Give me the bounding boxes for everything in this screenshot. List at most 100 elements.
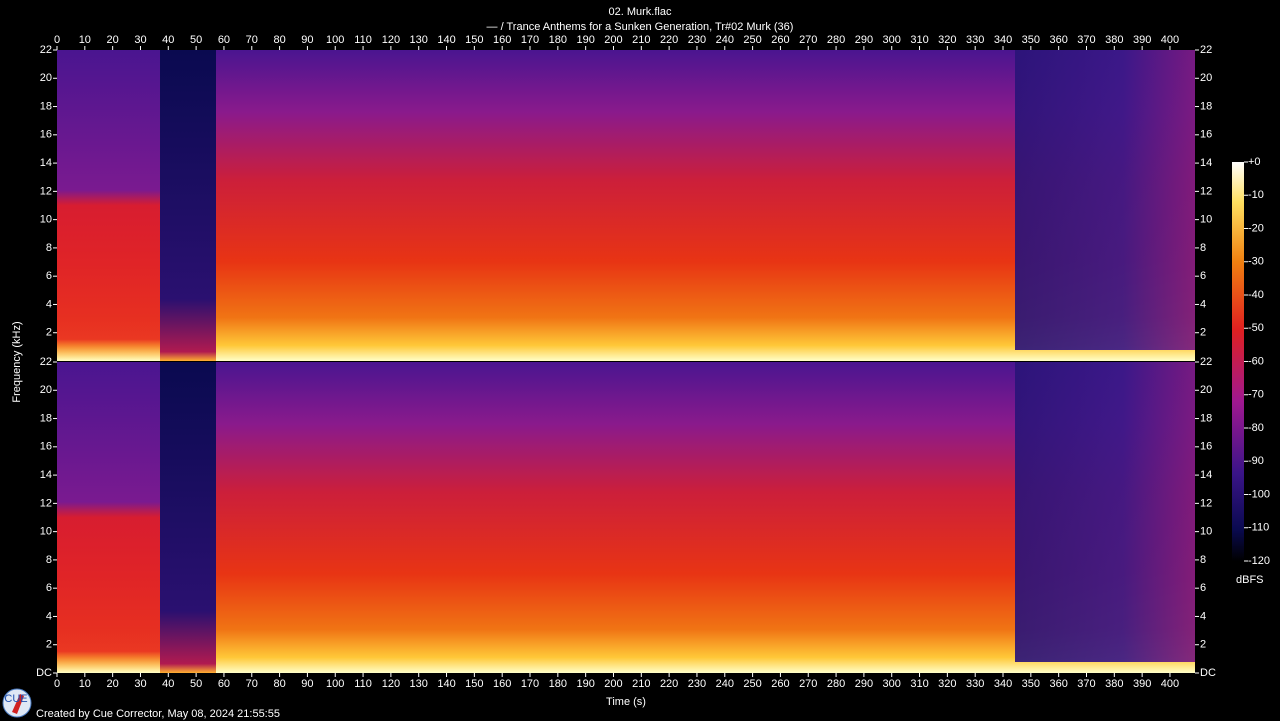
x-tick-label-bottom: 370 xyxy=(1077,678,1095,690)
colorbar xyxy=(1232,162,1244,561)
colorbar-tick-label: -70 xyxy=(1248,389,1264,401)
x-tick-label-top: 400 xyxy=(1161,34,1179,46)
logo-text: CUE xyxy=(4,693,27,705)
x-tick-label-bottom: 140 xyxy=(437,678,455,690)
y-tick-label-left: 16 xyxy=(40,129,52,141)
x-tick-label-top: 380 xyxy=(1105,34,1123,46)
x-tick-label-bottom: 40 xyxy=(162,678,174,690)
chart-title: 02. Murk.flac xyxy=(609,6,672,18)
x-tick-label-top: 40 xyxy=(162,34,174,46)
y-tick-label-right: 6 xyxy=(1200,582,1206,594)
y-tick-label-left: 18 xyxy=(40,412,52,424)
x-tick-label-bottom: 0 xyxy=(54,678,60,690)
x-tick-label-top: 10 xyxy=(79,34,91,46)
y-tick-label-left: 20 xyxy=(40,384,52,396)
y-tick-label-left: 2 xyxy=(46,327,52,339)
x-tick-label-top: 260 xyxy=(771,34,789,46)
y-tick-label-left: 4 xyxy=(46,298,52,310)
x-tick-label-top: 310 xyxy=(910,34,928,46)
x-tick-label-top: 120 xyxy=(382,34,400,46)
y-tick-label-right: 12 xyxy=(1200,497,1212,509)
footer: Created by Cue Corrector, May 08, 2024 2… xyxy=(36,708,280,720)
colorbar-tick-label: -10 xyxy=(1248,189,1264,201)
y-tick-label-right: 4 xyxy=(1200,298,1206,310)
x-tick-label-bottom: 360 xyxy=(1049,678,1067,690)
x-tick-label-top: 350 xyxy=(1022,34,1040,46)
x-tick-label-top: 300 xyxy=(883,34,901,46)
x-tick-label-top: 180 xyxy=(549,34,567,46)
x-tick-label-bottom: 190 xyxy=(576,678,594,690)
y-tick-label-right: 14 xyxy=(1200,469,1212,481)
x-tick-label-top: 150 xyxy=(465,34,483,46)
x-tick-label-bottom: 70 xyxy=(246,678,258,690)
x-tick-label-top: 220 xyxy=(660,34,678,46)
x-tick-label-top: 290 xyxy=(855,34,873,46)
x-tick-label-bottom: 260 xyxy=(771,678,789,690)
y-tick-label-left: 8 xyxy=(46,554,52,566)
x-tick-label-top: 320 xyxy=(938,34,956,46)
chart-subtitle: — / Trance Anthems for a Sunken Generati… xyxy=(487,21,794,33)
y-tick-label-left: 4 xyxy=(46,610,52,622)
y-tick-label-left: 20 xyxy=(40,72,52,84)
x-tick-label-top: 340 xyxy=(994,34,1012,46)
x-tick-label-bottom: 300 xyxy=(883,678,901,690)
x-tick-label-top: 200 xyxy=(604,34,622,46)
y-tick-label-left: 16 xyxy=(40,441,52,453)
x-tick-label-top: 30 xyxy=(134,34,146,46)
x-tick-label-bottom: 310 xyxy=(910,678,928,690)
x-tick-label-top: 210 xyxy=(632,34,650,46)
y-tick-label-left: 6 xyxy=(46,582,52,594)
x-tick-label-top: 240 xyxy=(716,34,734,46)
x-tick-label-bottom: 220 xyxy=(660,678,678,690)
colorbar-tick-label: -120 xyxy=(1248,555,1270,567)
x-tick-label-top: 190 xyxy=(576,34,594,46)
y-tick-label-right: 18 xyxy=(1200,100,1212,112)
y-tick-label-left: 22 xyxy=(40,44,52,56)
y-tick-label-right: 4 xyxy=(1200,610,1206,622)
x-tick-label-bottom: 240 xyxy=(716,678,734,690)
y-tick-label-right: 16 xyxy=(1200,441,1212,453)
colorbar-tick-label: -110 xyxy=(1248,522,1269,534)
x-tick-label-top: 70 xyxy=(246,34,258,46)
colorbar-tick-label: -30 xyxy=(1248,256,1264,268)
y-tick-label-left: 10 xyxy=(40,214,52,226)
x-tick-label-bottom: 30 xyxy=(134,678,146,690)
x-tick-label-top: 330 xyxy=(966,34,984,46)
x-tick-label-bottom: 150 xyxy=(465,678,483,690)
colorbar-tick-label: -50 xyxy=(1248,322,1264,334)
y-tick-label-right: 12 xyxy=(1200,185,1212,197)
colorbar-tick-label: +0 xyxy=(1248,156,1261,168)
colorbar-tick-label: -80 xyxy=(1248,422,1264,434)
x-tick-label-top: 0 xyxy=(54,34,60,46)
x-tick-label-top: 90 xyxy=(301,34,313,46)
y-tick-label-right: 8 xyxy=(1200,242,1206,254)
x-axis-label: Time (s) xyxy=(606,696,646,708)
y-tick-label-right: 10 xyxy=(1200,526,1212,538)
x-tick-label-top: 230 xyxy=(688,34,706,46)
x-tick-label-top: 170 xyxy=(521,34,539,46)
x-tick-label-bottom: 280 xyxy=(827,678,845,690)
y-tick-label-left: 14 xyxy=(40,469,52,481)
colorbar-tick-label: -20 xyxy=(1248,222,1264,234)
x-tick-label-top: 130 xyxy=(410,34,428,46)
x-tick-label-bottom: 100 xyxy=(326,678,344,690)
x-tick-label-bottom: 330 xyxy=(966,678,984,690)
y-tick-label-left: 14 xyxy=(40,157,52,169)
x-tick-label-bottom: 380 xyxy=(1105,678,1123,690)
x-tick-label-bottom: 270 xyxy=(799,678,817,690)
y-tick-label-right: DC xyxy=(1200,667,1216,679)
y-tick-label-left: 12 xyxy=(40,185,52,197)
x-tick-label-bottom: 50 xyxy=(190,678,202,690)
y-tick-label-right: 8 xyxy=(1200,554,1206,566)
y-tick-label-right: 6 xyxy=(1200,270,1206,282)
x-tick-label-bottom: 400 xyxy=(1161,678,1179,690)
x-tick-label-top: 250 xyxy=(743,34,761,46)
x-tick-label-top: 270 xyxy=(799,34,817,46)
y-tick-label-left: DC xyxy=(36,667,52,679)
x-tick-label-bottom: 250 xyxy=(743,678,761,690)
x-tick-label-top: 280 xyxy=(827,34,845,46)
x-tick-label-top: 100 xyxy=(326,34,344,46)
colorbar-tick-label: -40 xyxy=(1248,289,1264,301)
x-tick-label-bottom: 90 xyxy=(301,678,313,690)
y-tick-label-right: 16 xyxy=(1200,129,1212,141)
